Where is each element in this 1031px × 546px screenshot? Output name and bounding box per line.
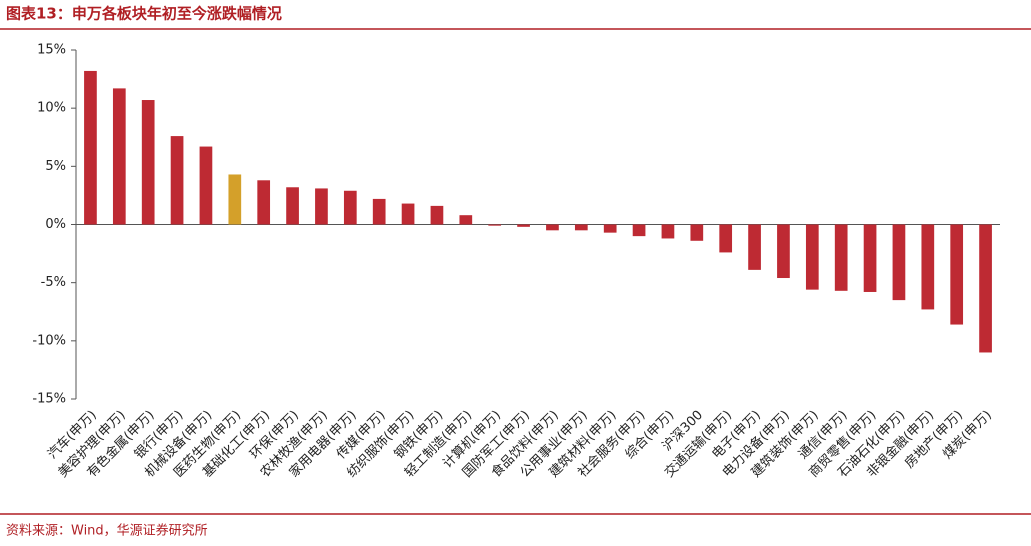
bar (863, 224, 877, 292)
bar (517, 224, 530, 227)
bar (170, 136, 184, 225)
source-note: 资料来源：Wind，华源证券研究所 (6, 523, 208, 539)
bar (546, 224, 559, 231)
bar (84, 70, 97, 225)
bar (257, 180, 271, 225)
bar (690, 224, 704, 241)
bar (430, 205, 444, 225)
bar (228, 174, 242, 225)
bar (834, 224, 848, 291)
y-tick-label: -10% (32, 333, 66, 348)
y-tick-label: 15% (37, 43, 66, 58)
bar (488, 224, 502, 226)
bar (632, 224, 646, 237)
bar (459, 215, 473, 225)
y-tick-label: 5% (45, 159, 66, 174)
bar (286, 187, 299, 225)
bar (921, 224, 935, 310)
bar (661, 224, 675, 239)
y-tick-label: 10% (37, 101, 66, 116)
bar (401, 203, 415, 225)
bar (748, 224, 761, 270)
y-tick-label: -15% (32, 392, 66, 407)
bar (950, 224, 964, 325)
bar (805, 224, 819, 290)
bar (343, 190, 357, 225)
bar (315, 188, 328, 225)
bar (574, 224, 588, 231)
chart-title: 图表13：申万各板块年初至今涨跌幅情况 (6, 5, 282, 23)
y-tick-label: 0% (45, 217, 66, 232)
bar (141, 100, 155, 225)
bar (777, 224, 790, 279)
bar (372, 198, 386, 225)
bar (603, 224, 617, 233)
bar (199, 146, 213, 225)
bar (892, 224, 906, 301)
bar (979, 224, 992, 353)
y-tick-label: -5% (41, 275, 66, 290)
bar (112, 88, 126, 225)
bar (719, 224, 733, 253)
